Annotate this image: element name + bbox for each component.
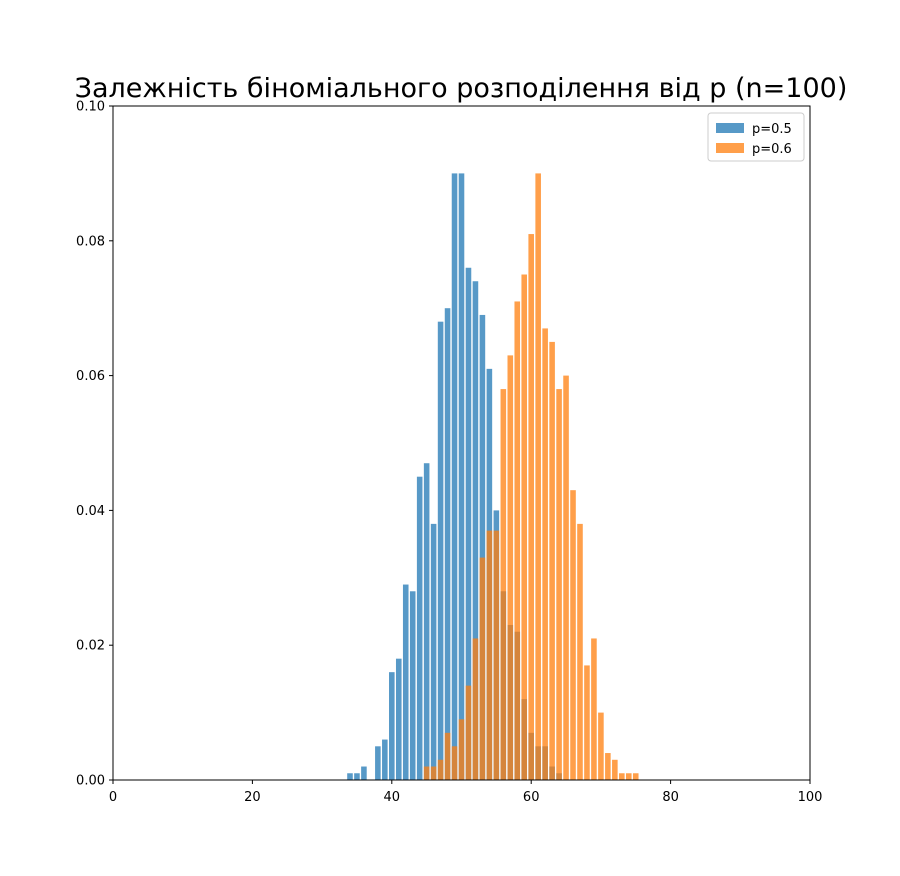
bar xyxy=(479,314,486,780)
bar xyxy=(563,375,569,780)
bar xyxy=(472,638,479,780)
bar xyxy=(521,274,528,780)
bar xyxy=(577,523,583,780)
legend-swatch xyxy=(716,143,744,153)
bar xyxy=(354,773,360,780)
bar xyxy=(479,557,486,780)
bar xyxy=(444,732,451,780)
bar xyxy=(437,321,444,780)
bar xyxy=(605,753,611,780)
bar xyxy=(382,739,388,780)
bar xyxy=(465,685,472,780)
legend-label: p=0.5 xyxy=(752,122,792,137)
bar xyxy=(584,665,590,780)
bar xyxy=(444,308,451,780)
bar xyxy=(430,766,437,780)
bar xyxy=(458,719,465,780)
bar xyxy=(549,341,555,780)
bar xyxy=(409,591,416,780)
bar xyxy=(493,530,500,780)
bar xyxy=(472,281,479,780)
bar xyxy=(389,672,395,780)
x-tick-label: 0 xyxy=(109,790,117,805)
chart-title: Залежність біноміального розподілення ві… xyxy=(75,73,848,104)
y-axis: 0.00 0.02 0.04 0.06 0.08 0.10 xyxy=(76,100,113,789)
bar xyxy=(535,173,541,780)
x-tick-label: 40 xyxy=(384,790,401,805)
bar xyxy=(619,773,625,780)
bar xyxy=(632,773,639,780)
bar xyxy=(423,463,430,780)
x-axis: 0 20 40 60 80 100 xyxy=(109,780,823,805)
bar xyxy=(556,389,562,780)
bar xyxy=(437,759,444,780)
bar xyxy=(507,355,514,780)
bar xyxy=(528,234,534,780)
bar xyxy=(395,658,402,780)
bar xyxy=(423,766,430,780)
bar xyxy=(451,746,458,780)
x-tick-label: 60 xyxy=(523,790,540,805)
bar xyxy=(542,328,548,780)
legend: p=0.5 p=0.6 xyxy=(707,112,805,162)
bar xyxy=(598,712,604,780)
bar xyxy=(625,773,632,780)
bar xyxy=(486,530,493,780)
bar xyxy=(416,476,423,780)
y-tick-label: 0.08 xyxy=(76,234,105,249)
bar xyxy=(458,173,465,780)
plot-frame xyxy=(112,105,811,781)
y-tick-label: 0.02 xyxy=(76,639,105,654)
bar xyxy=(375,746,381,780)
bar xyxy=(612,759,618,780)
bars-layer xyxy=(347,173,639,780)
x-tick-label: 20 xyxy=(244,790,261,805)
bar xyxy=(591,638,597,780)
legend-label: p=0.6 xyxy=(752,142,792,157)
x-tick-label: 80 xyxy=(662,790,679,805)
bar xyxy=(430,523,437,780)
y-tick-label: 0.10 xyxy=(76,100,105,115)
bar xyxy=(402,584,409,780)
bar xyxy=(451,173,458,780)
bar xyxy=(465,267,472,780)
y-tick-label: 0.04 xyxy=(76,504,105,519)
bar xyxy=(570,490,576,780)
bar xyxy=(347,773,353,780)
series-2 xyxy=(423,173,639,780)
y-tick-label: 0.06 xyxy=(76,369,105,384)
bar xyxy=(500,389,507,780)
x-tick-label: 100 xyxy=(798,790,823,805)
bar xyxy=(361,766,367,780)
legend-swatch xyxy=(716,123,744,133)
bar xyxy=(514,301,521,780)
y-tick-label: 0.00 xyxy=(76,774,105,789)
